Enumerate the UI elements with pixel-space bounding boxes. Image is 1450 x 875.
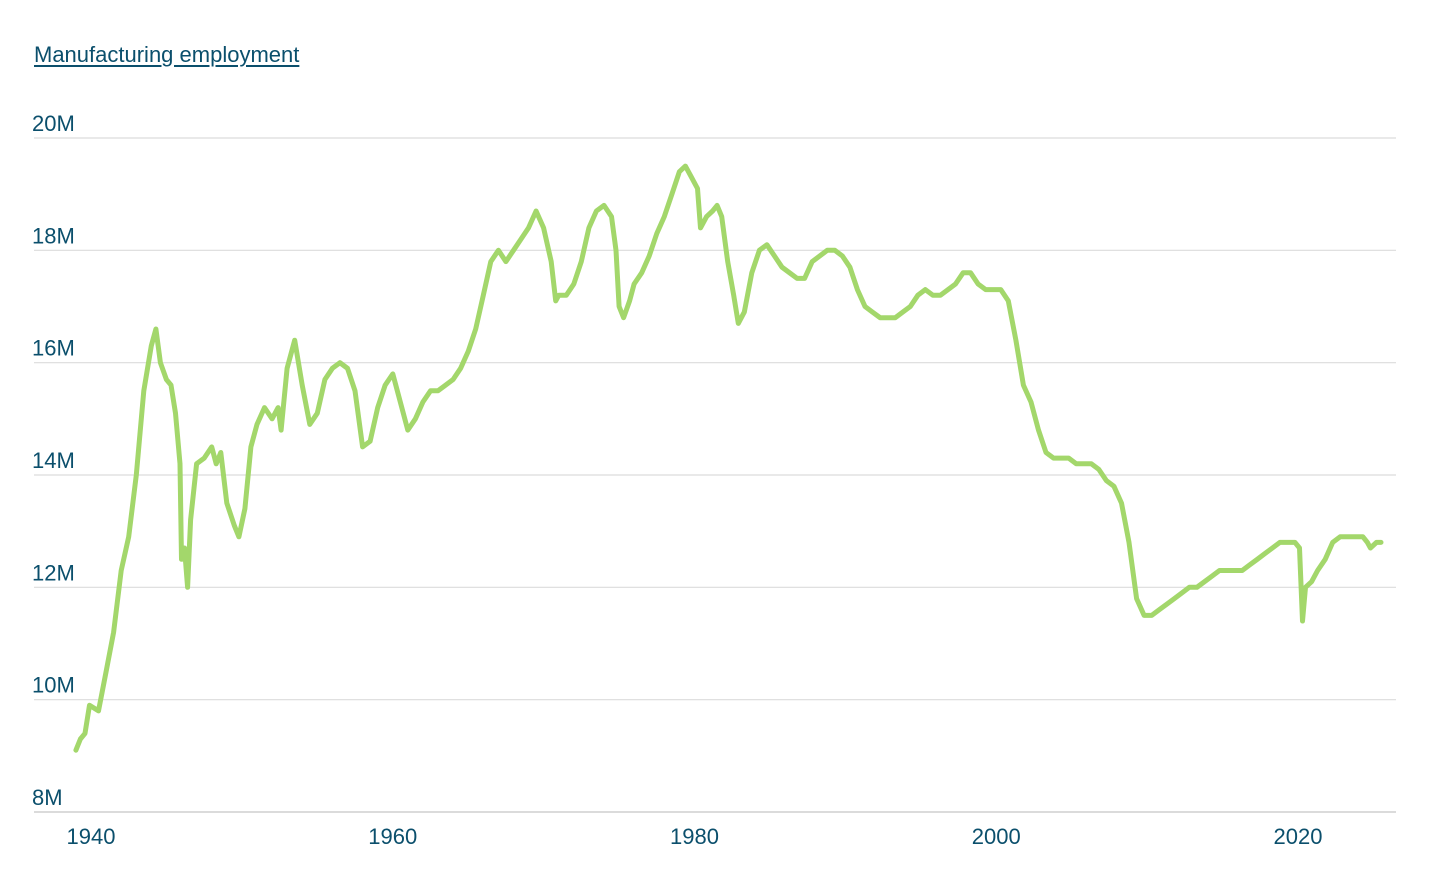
- x-tick-label: 1940: [67, 824, 116, 849]
- y-tick-label: 14M: [32, 448, 75, 473]
- y-tick-label: 8M: [32, 785, 63, 810]
- x-tick-label: 2000: [972, 824, 1021, 849]
- y-tick-label: 18M: [32, 223, 75, 248]
- series-lines: [73, 163, 1384, 753]
- y-tick-label: 10M: [32, 673, 75, 698]
- series-legend-link[interactable]: Manufacturing employment: [34, 42, 300, 67]
- x-axis-ticks: 1940 1960 1980 2000 2020: [67, 824, 1323, 849]
- y-tick-label: 12M: [32, 560, 75, 585]
- y-tick-label: 20M: [32, 111, 75, 136]
- x-tick-label: 1980: [670, 824, 719, 849]
- y-tick-label: 16M: [32, 336, 75, 361]
- series-line-manufacturing-employment: [73, 163, 1384, 753]
- x-tick-label: 2020: [1274, 824, 1323, 849]
- x-tick-label: 1960: [368, 824, 417, 849]
- gridlines: [34, 137, 1396, 813]
- y-axis-ticks: 8M 10M 12M 14M 16M 18M 20M: [32, 111, 75, 810]
